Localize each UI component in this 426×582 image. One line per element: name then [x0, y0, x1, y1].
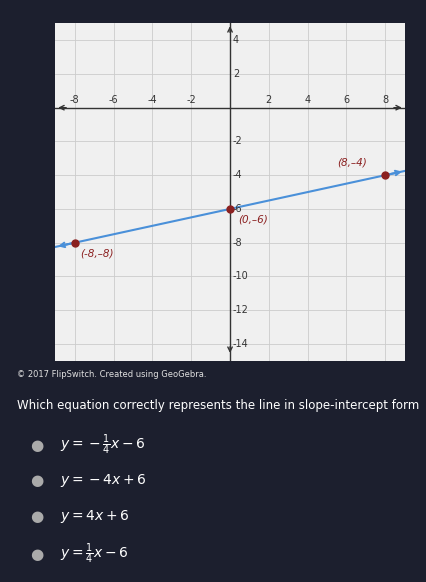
Text: ●: ● [30, 438, 43, 453]
Text: -12: -12 [233, 305, 249, 315]
Text: -14: -14 [233, 339, 249, 349]
Text: 6: 6 [343, 95, 350, 105]
Text: $y=-4x+6$: $y=-4x+6$ [60, 471, 146, 489]
Text: -6: -6 [109, 95, 118, 105]
Text: (0,–6): (0,–6) [238, 214, 268, 225]
Text: $y=\frac{1}{4}x-6$: $y=\frac{1}{4}x-6$ [60, 542, 128, 566]
Text: $y=4x+6$: $y=4x+6$ [60, 508, 129, 526]
Text: ●: ● [30, 509, 43, 524]
Text: -4: -4 [147, 95, 157, 105]
Text: 2: 2 [266, 95, 272, 105]
Text: (-8,–8): (-8,–8) [81, 248, 114, 258]
Text: -2: -2 [186, 95, 196, 105]
Text: -10: -10 [233, 271, 249, 282]
Text: 4: 4 [305, 95, 311, 105]
Text: ●: ● [30, 473, 43, 488]
Text: ●: ● [30, 546, 43, 562]
Text: -6: -6 [233, 204, 242, 214]
Text: $y=-\frac{1}{4}x-6$: $y=-\frac{1}{4}x-6$ [60, 433, 145, 457]
Text: © 2017 FlipSwitch. Created using GeoGebra.: © 2017 FlipSwitch. Created using GeoGebr… [17, 370, 207, 378]
Text: -8: -8 [70, 95, 80, 105]
Text: 2: 2 [233, 69, 239, 79]
Text: 4: 4 [233, 35, 239, 45]
Text: -2: -2 [233, 136, 243, 147]
Text: -8: -8 [233, 237, 242, 248]
Text: Which equation correctly represents the line in slope-intercept form: Which equation correctly represents the … [17, 399, 419, 411]
Text: -4: -4 [233, 170, 242, 180]
Text: (8,–4): (8,–4) [337, 157, 366, 167]
Text: 8: 8 [382, 95, 389, 105]
